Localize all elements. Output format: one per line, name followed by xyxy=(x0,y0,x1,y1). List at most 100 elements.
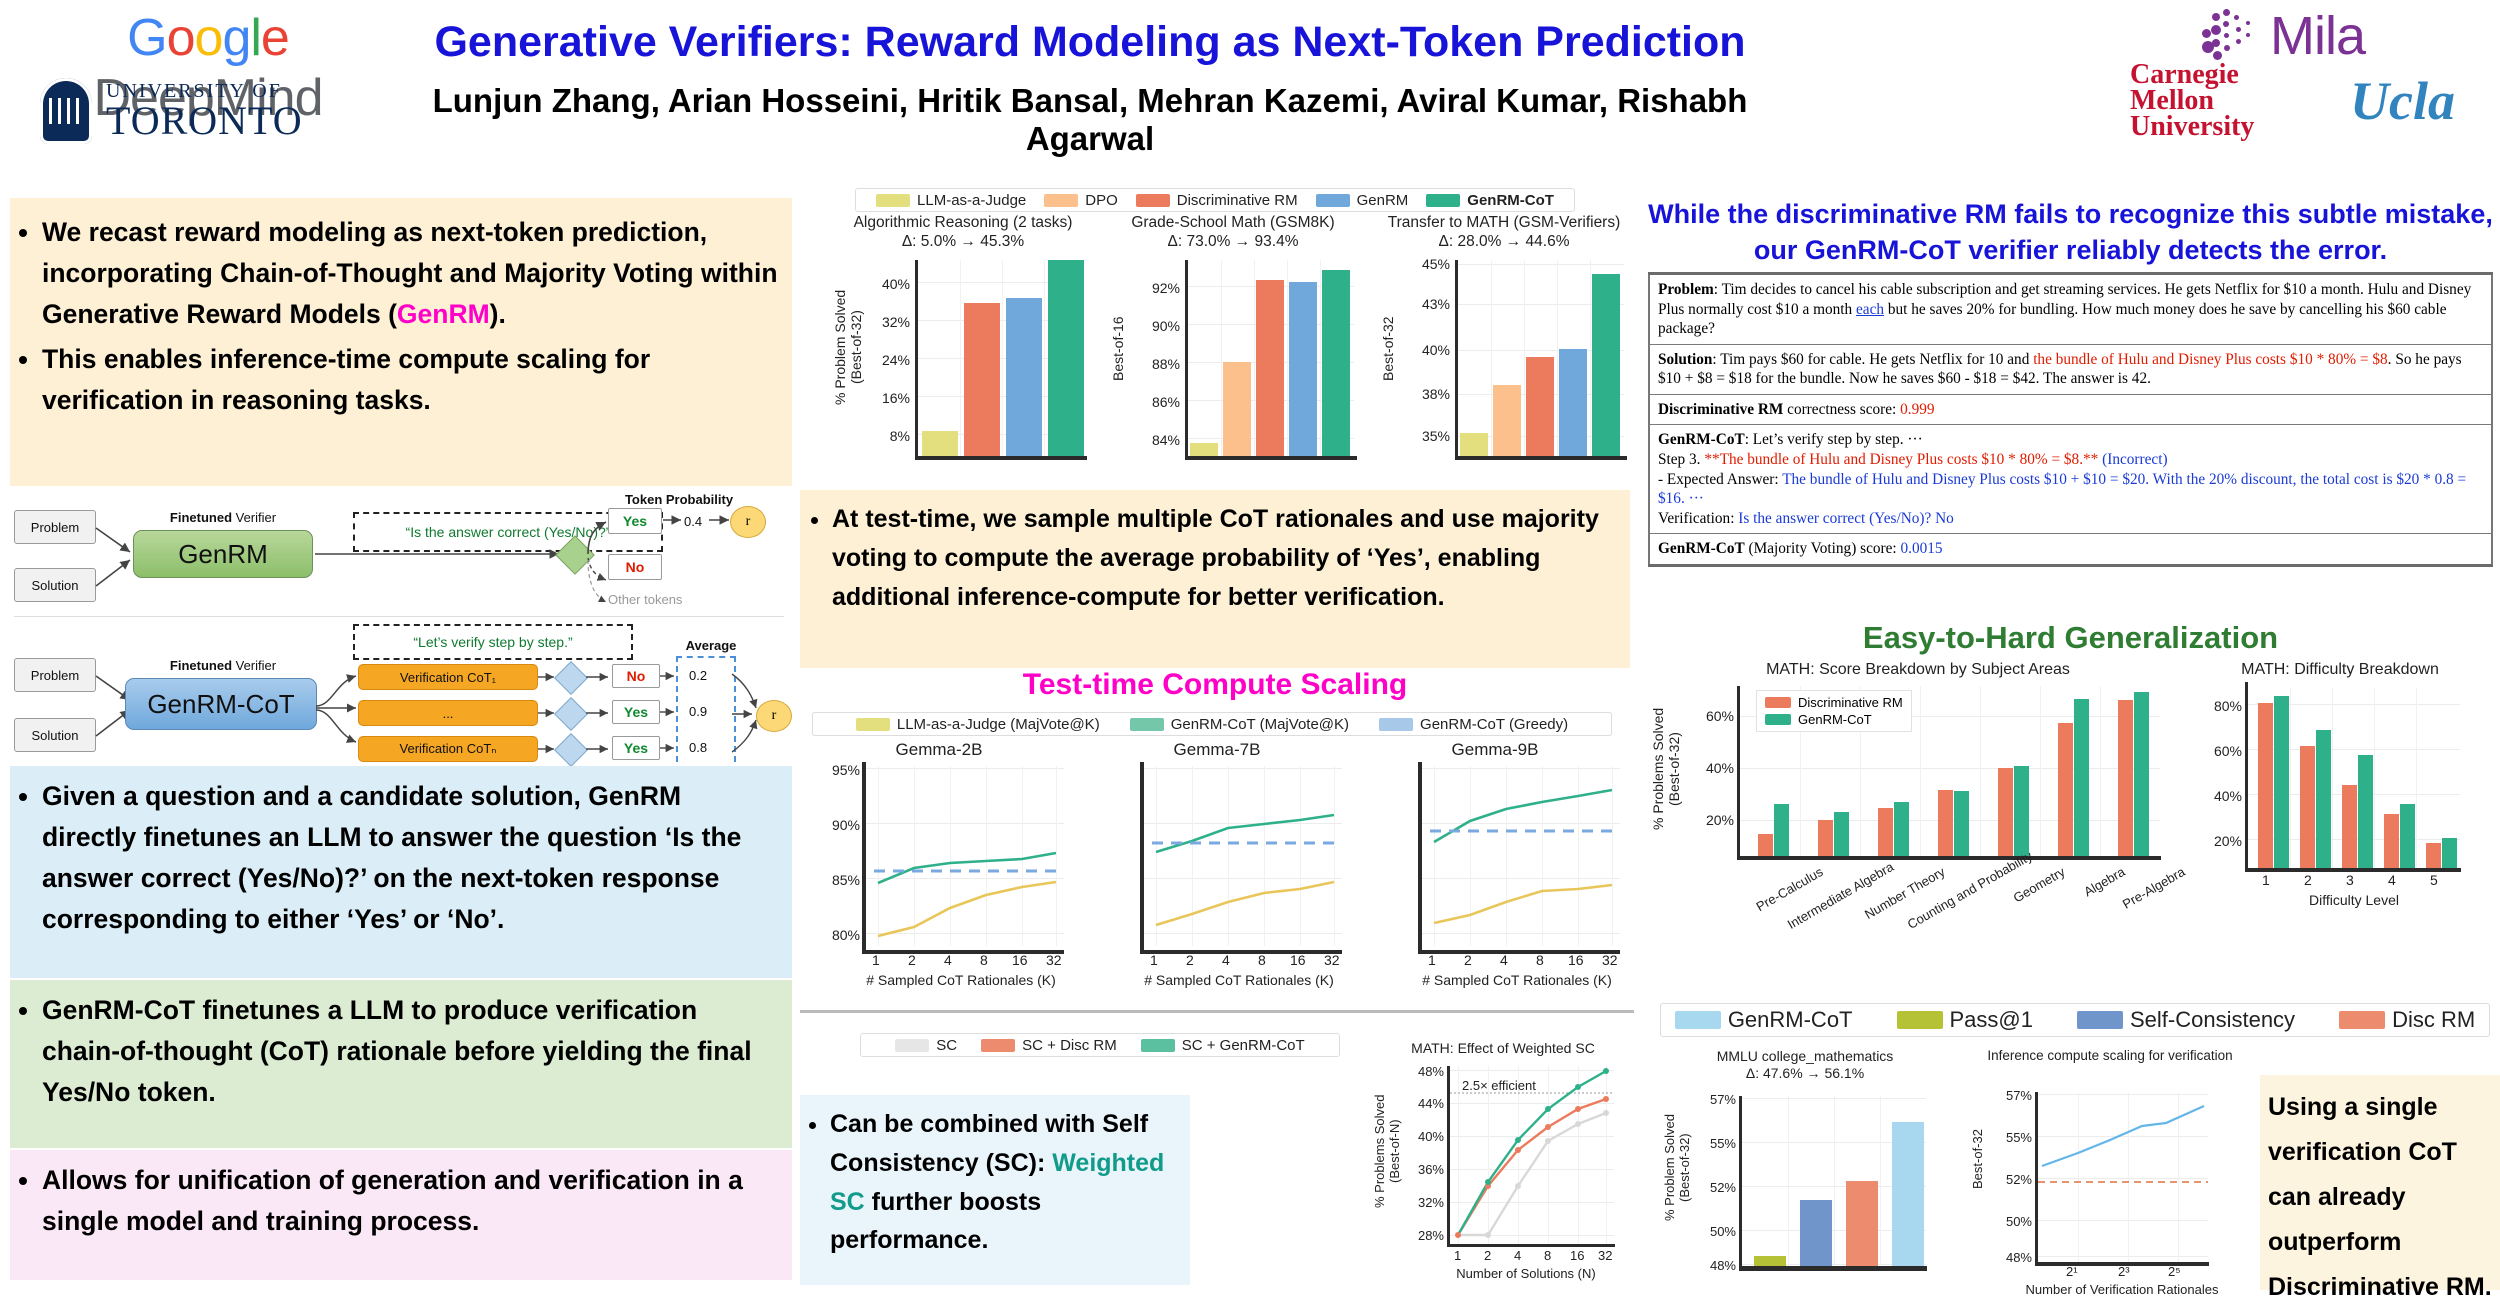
bar-cot-algebra xyxy=(2074,699,2089,856)
pipeline-input-solution-2: Solution xyxy=(14,718,96,752)
example-disc-score-row: Discriminative RM correctness score: 0.9… xyxy=(1648,394,2493,425)
legend-swatch-disc-rm-bottom xyxy=(2339,1011,2386,1029)
yaxis-label-transfer: Best-of-32 xyxy=(1380,316,1396,382)
mila-dots-icon xyxy=(2200,7,2262,65)
bar-cot-d5 xyxy=(2442,838,2457,868)
bar-disc-algebra xyxy=(2058,723,2073,856)
pipeline-verifier-label-1: Finetuned Verifier xyxy=(169,510,277,525)
mila-logo: Mila xyxy=(2200,5,2366,67)
legend-item-cot-greedy: GenRM-CoT (Greedy) xyxy=(1379,716,1568,733)
yaxis-label-algorithmic: % Problem Solved (Best-of-32) xyxy=(832,289,864,405)
chart-weighted-sc: MATH: Effect of Weighted SC % Problems S… xyxy=(1372,1040,1634,1288)
pipeline-token-no-2: No xyxy=(612,664,660,688)
yaxis-ticks-difficulty: 80% 60% 40% 20% xyxy=(2213,698,2242,849)
example-mv-score: 0.0015 xyxy=(1900,540,1943,558)
legend-item-cot-majvote: GenRM-CoT (MajVote@K) xyxy=(1129,716,1349,733)
legend-item-disc: Discriminative RM xyxy=(1135,192,1298,209)
pipeline-reward-1: r xyxy=(730,506,766,538)
pipeline-input-problem-1: Problem xyxy=(14,510,96,544)
bar-disc-rm xyxy=(1526,357,1554,456)
example-genrm-cot-row: GenRM-CoT: Let’s verify step by step. ··… xyxy=(1648,425,2493,534)
uoft-line1: UNIVERSITY OF xyxy=(106,80,282,102)
example-rule-bottom xyxy=(1648,563,2493,567)
bar-disc-precalc xyxy=(1758,834,1773,856)
pipeline-input-problem-2: Problem xyxy=(14,658,96,692)
legend-item-genrm: GenRM xyxy=(1315,192,1408,209)
pipeline-cot-2: ... xyxy=(358,700,538,726)
xaxis-ticks-difficulty: 1 2 3 4 5 xyxy=(2262,872,2438,888)
example-problem-row: Problem: Tim decides to cancel his cable… xyxy=(1648,275,2493,344)
genrm-cot-callout: GenRM-CoT finetunes a LLM to produce ver… xyxy=(10,980,792,1148)
testtime-bullet: At test-time, we sample multiple CoT rat… xyxy=(832,500,1616,616)
sc-callout: Can be combined with Self Consistency (S… xyxy=(800,1095,1190,1285)
chart-title-subject: MATH: Score Breakdown by Subject Areas xyxy=(1766,661,2070,678)
legend-swatch-pass1 xyxy=(1896,1011,1943,1029)
yaxis-ticks-algorithmic: 40% 32% 24% 16% 8% xyxy=(881,276,910,444)
single-cot-callout: Using a single verification CoT can alre… xyxy=(2260,1075,2500,1301)
example-mv-score-row: GenRM-CoT (Majority Voting) score: 0.001… xyxy=(1648,534,2493,564)
example-solution-error: the bundle of Hulu and Disney Plus costs… xyxy=(2033,350,2388,368)
legend-swatch-cot-greedy xyxy=(1379,717,1414,731)
chart-subtitle-gsm8k: Δ: 73.0% → 93.4% xyxy=(1167,232,1299,250)
pipeline-prob-value-1: 0.4 xyxy=(684,514,703,529)
cmu-line1: Carnegie xyxy=(2130,59,2239,90)
chart-title-mmlu: MMLU college_mathematics xyxy=(1716,1048,1894,1064)
example-step3: Step 3. **The bundle of Hulu and Disney … xyxy=(1658,451,2168,469)
chart-title-algorithmic: Algorithmic Reasoning (2 tasks) xyxy=(853,214,1073,231)
bar-disc-d4 xyxy=(2384,814,2399,868)
bar-disc-rm xyxy=(1256,280,1284,456)
legend-swatch-genrm-cot2 xyxy=(1765,714,1791,725)
pipeline-arrows-to-avg xyxy=(660,671,674,753)
xaxis-ticks-gemma-7b: 1 2 4 8 16 32 xyxy=(1150,952,1340,968)
genrm-pipeline-diagram: Problem Solution Finetuned Verifier GenR… xyxy=(8,492,794,772)
unify-callout: Allows for unification of generation and… xyxy=(10,1150,792,1280)
pipeline-divider xyxy=(14,616,784,617)
example-genrm-label: GenRM-CoT xyxy=(1658,431,1745,449)
pipeline-model-genrm-cot: GenRM-CoT xyxy=(125,678,317,730)
xaxis-ticks-subject: Pre-Calculus Intermediate Algebra Number… xyxy=(1753,848,2188,932)
example-each-link: each xyxy=(1856,300,1885,318)
series-gemma-2b xyxy=(874,851,1060,938)
bench-bars-legend: LLM-as-a-Judge DPO Discriminative RM Gen… xyxy=(855,188,1575,212)
plot-area-subject: Discriminative RM GenRM-CoT xyxy=(1737,686,2161,860)
xaxis-ticks-weighted-sc: 1 2 4 8 16 32 xyxy=(1454,1248,1613,1263)
chart-gsm8k: Grade-School Math (GSM8K) Δ: 73.0% → 93.… xyxy=(1108,214,1358,484)
chart-title-weighted-sc: MATH: Effect of Weighted SC xyxy=(1411,1040,1595,1056)
legend-swatch-cot-majvote xyxy=(1129,717,1164,731)
chart-algorithmic-reasoning: Algorithmic Reasoning (2 tasks) Δ: 5.0% … xyxy=(832,214,1088,484)
cot-bullet: GenRM-CoT finetunes a LLM to produce ver… xyxy=(42,990,782,1113)
chart-title-transfer: Transfer to MATH (GSM-Verifiers) xyxy=(1387,214,1621,231)
xaxis-label-difficulty: Difficulty Level xyxy=(2308,892,2399,908)
yaxis-label-subject: % Problems Solved (Best-of-32) xyxy=(1650,707,1682,831)
pipeline-arrows-in-2 xyxy=(95,675,131,737)
pipeline-arrows-in-1 xyxy=(95,527,131,587)
bar-disc-d3 xyxy=(2342,785,2357,868)
bar-judge xyxy=(1460,433,1488,456)
author-list: Lunjun Zhang, Arian Hosseini, Hritik Ban… xyxy=(432,82,1748,157)
bar-genrm-cot xyxy=(1322,270,1350,456)
bar-cot-counting xyxy=(1954,791,1969,856)
legend-item-genrm-cot2: GenRM-CoT xyxy=(1765,712,1903,727)
plot-area-inference xyxy=(2035,1092,2209,1266)
plot-area-difficulty xyxy=(2245,682,2461,872)
bar-cot-precalc xyxy=(1774,804,1789,856)
legend-item-genrm-cot-bottom: GenRM-CoT xyxy=(1674,1007,1853,1033)
section-title-easy-to-hard: Easy-to-Hard Generalization xyxy=(1862,620,2279,655)
genrm-bullet: Given a question and a candidate solutio… xyxy=(42,776,782,940)
pipeline-token-yes-3: Yes xyxy=(612,736,660,760)
legend-item-sc-genrm: SC + GenRM-CoT xyxy=(1140,1037,1305,1054)
bar-cot-d2 xyxy=(2316,730,2331,868)
pipeline-merge-arrows xyxy=(731,673,758,753)
uoft-crest-icon xyxy=(40,78,92,144)
legend-swatch-sc-disc xyxy=(981,1038,1016,1052)
bar-disc-counting xyxy=(1938,790,1953,856)
legend-item-pass1: Pass@1 xyxy=(1896,1007,2033,1033)
section-title-test-time: Test-time Compute Scaling xyxy=(1022,668,1408,701)
series-gemma-9b xyxy=(1430,788,1616,925)
pipeline-prob-2: 0.9 xyxy=(689,704,708,719)
yaxis-ticks-mmlu: 57% 55% 52% 50% 48% xyxy=(1709,1092,1736,1273)
chart-subtitle-algorithmic: Δ: 5.0% → 45.3% xyxy=(901,232,1025,250)
pipeline-arrows-row2 xyxy=(538,672,608,754)
legend-swatch-sc xyxy=(895,1038,930,1052)
chart-title-gsm8k: Grade-School Math (GSM8K) xyxy=(1131,214,1335,231)
